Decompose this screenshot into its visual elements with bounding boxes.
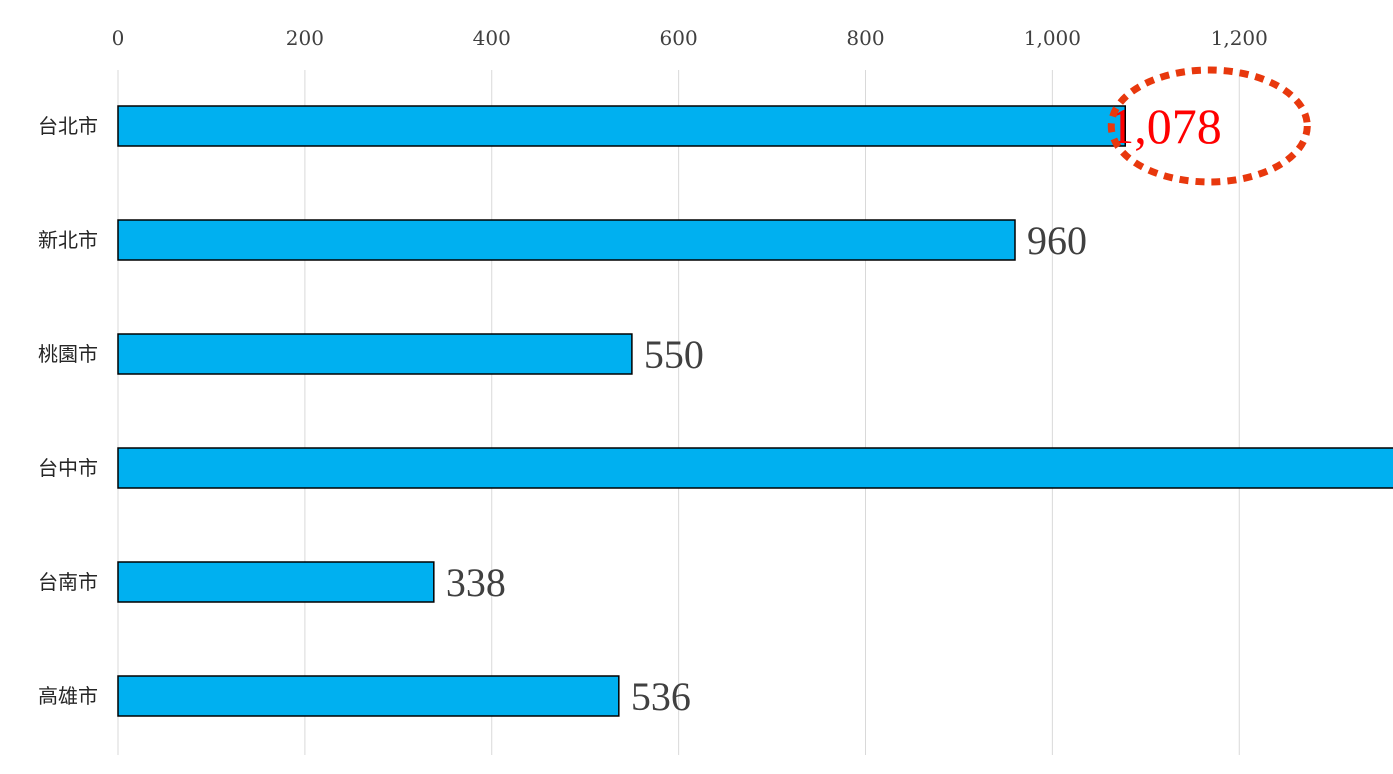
highlight-ellipses [1107, 66, 1311, 186]
data-label: 338 [446, 560, 506, 605]
category-label: 桃園市 [38, 342, 98, 366]
data-labels: 1,0789605501,520338536 [446, 98, 1222, 719]
x-tick-label: 800 [846, 26, 884, 50]
data-label: 536 [631, 674, 691, 719]
category-label: 高雄市 [38, 684, 98, 708]
gridlines [117, 70, 1240, 755]
category-label: 新北市 [38, 228, 98, 252]
bar [117, 105, 1127, 147]
x-tick-label: 200 [286, 26, 324, 50]
category-label: 台中市 [38, 456, 98, 480]
data-label: 960 [1027, 218, 1087, 263]
bar [117, 333, 633, 375]
data-label: 1,078 [1109, 98, 1222, 154]
x-tick-label: 1,200 [1211, 26, 1268, 50]
x-tick-label: 0 [112, 26, 125, 50]
highlight-ellipse [1107, 66, 1311, 186]
bars [117, 105, 1393, 717]
x-tick-label: 400 [473, 26, 511, 50]
bar [117, 561, 435, 603]
bar [117, 219, 1016, 261]
category-label: 台南市 [38, 570, 98, 594]
bar [117, 447, 1393, 489]
x-tick-label: 1,000 [1024, 26, 1081, 50]
data-label: 550 [644, 332, 704, 377]
x-tick-label: 600 [660, 26, 698, 50]
category-label: 台北市 [38, 114, 98, 138]
bar [117, 675, 620, 717]
